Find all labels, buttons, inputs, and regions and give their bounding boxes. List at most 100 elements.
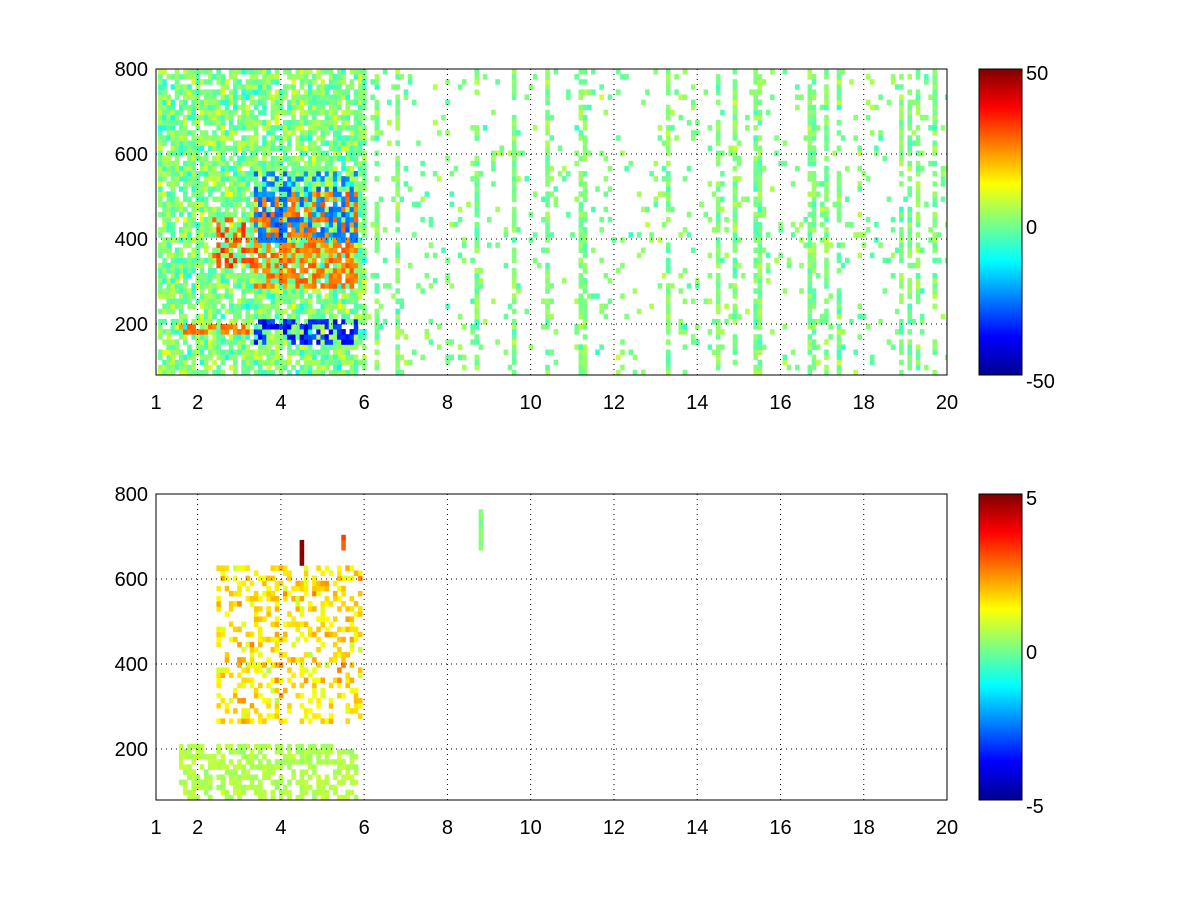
top-cell xyxy=(307,109,313,116)
top-cell xyxy=(241,191,246,197)
bottom-cell xyxy=(295,585,301,592)
top-cell xyxy=(915,344,921,350)
top-cell xyxy=(707,216,713,223)
top-cell xyxy=(907,303,913,310)
top-cell xyxy=(678,318,684,325)
bottom-cell xyxy=(295,606,301,612)
top-cell xyxy=(707,252,713,259)
top-cell xyxy=(307,324,313,330)
top-cell xyxy=(341,176,346,182)
top-cell xyxy=(291,278,296,284)
top-cell xyxy=(532,125,538,131)
bottom-cell xyxy=(183,784,188,791)
top-cell xyxy=(445,79,450,85)
top-cell xyxy=(282,283,288,289)
top-cell xyxy=(299,293,305,299)
top-cell xyxy=(195,99,201,106)
top-cell xyxy=(312,99,317,106)
bottom-cell xyxy=(287,749,292,755)
top-cell xyxy=(820,206,825,213)
top-cell xyxy=(170,145,176,151)
top-cell xyxy=(253,140,259,146)
top-cell xyxy=(620,74,625,80)
top-cell xyxy=(670,125,675,131)
top-cell xyxy=(212,359,217,366)
top-cell xyxy=(811,298,817,304)
top-cell xyxy=(374,135,380,141)
top-cell xyxy=(362,74,367,80)
bottom-cell xyxy=(253,692,259,699)
top-cell xyxy=(258,120,263,126)
top-cell xyxy=(270,298,276,304)
bottom-cell xyxy=(349,596,355,602)
top-cell xyxy=(645,206,650,213)
top-cell xyxy=(899,171,904,177)
top-cell xyxy=(166,242,171,248)
top-cell xyxy=(820,201,825,208)
top-cell xyxy=(216,278,221,284)
top-cell xyxy=(345,344,350,350)
bottom-cells xyxy=(178,509,484,800)
top-cell xyxy=(878,94,883,100)
top-cell xyxy=(307,140,313,146)
top-cell xyxy=(395,125,400,131)
top-cell xyxy=(220,114,226,121)
top-cell xyxy=(574,298,579,304)
bottom-cell xyxy=(258,779,263,786)
top-cell xyxy=(262,349,267,355)
top-cell xyxy=(170,257,176,264)
top-cell xyxy=(753,125,758,131)
top-cell xyxy=(237,114,242,121)
top-cell xyxy=(320,227,325,233)
top-cell xyxy=(216,252,221,259)
bottom-cell xyxy=(266,585,271,592)
top-cell xyxy=(545,196,550,202)
top-cell xyxy=(686,165,692,172)
top-cell xyxy=(178,349,184,355)
top-cell xyxy=(861,171,867,177)
top-cell xyxy=(332,99,338,106)
top-cell xyxy=(199,227,205,233)
top-cell xyxy=(287,329,292,335)
top-cell xyxy=(220,278,226,284)
top-cell xyxy=(237,329,242,335)
top-cell xyxy=(324,232,330,238)
top-cell xyxy=(899,130,904,136)
top-cell xyxy=(341,298,346,304)
top-cell xyxy=(799,222,804,228)
top-cell xyxy=(291,308,296,315)
bottom-cell xyxy=(478,529,484,536)
top-cell xyxy=(932,99,937,106)
top-cell xyxy=(191,130,196,136)
top-cell xyxy=(857,181,863,187)
top-cell xyxy=(374,308,380,315)
top-cell xyxy=(353,227,359,233)
top-cell xyxy=(353,99,359,106)
top-cell xyxy=(245,308,251,315)
top-cell xyxy=(511,222,517,228)
top-cell xyxy=(295,359,301,366)
top-cell xyxy=(320,109,325,116)
top-cell xyxy=(199,288,205,294)
top-cell xyxy=(591,89,596,95)
bottom-cell xyxy=(274,784,280,791)
top-cell xyxy=(216,324,221,330)
top-cell xyxy=(657,135,663,141)
top-cell xyxy=(357,288,363,294)
top-cell xyxy=(765,232,771,238)
top-cell xyxy=(715,349,721,355)
top-cell xyxy=(170,160,176,167)
top-cell xyxy=(291,227,296,233)
top-cell xyxy=(162,176,167,182)
top-cell xyxy=(803,242,808,248)
top-cell xyxy=(824,145,829,151)
top-cell xyxy=(432,84,438,90)
top-cell xyxy=(174,344,180,350)
top-cell xyxy=(815,318,821,325)
top-cell xyxy=(899,109,904,116)
top-cell xyxy=(212,257,217,264)
bottom-cell xyxy=(328,759,334,765)
bottom-cell xyxy=(199,743,205,750)
bottom-cell xyxy=(258,682,263,689)
top-cell xyxy=(174,89,180,95)
